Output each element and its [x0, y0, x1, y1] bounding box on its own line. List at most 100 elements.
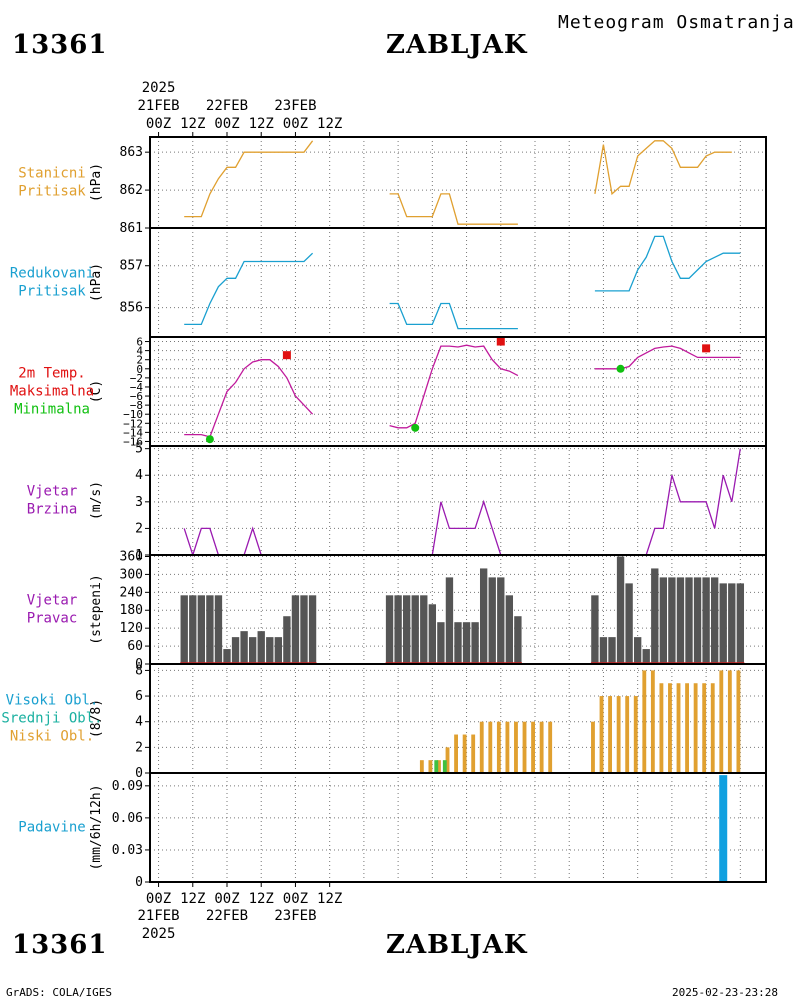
cloud-bar: [442, 760, 447, 773]
cloud-bar: [616, 696, 621, 773]
series-line: [594, 140, 732, 196]
year-label-top: 2025: [142, 80, 176, 96]
panel-frame: [149, 336, 767, 447]
panel-label: Redukovani: [10, 266, 94, 282]
cloud-bar: [496, 721, 501, 773]
y-tick-label: 1: [135, 548, 143, 563]
cloud-bar: [599, 696, 604, 773]
wind-direction-bar: [214, 595, 223, 664]
panel-label: Padavine: [18, 820, 85, 836]
max-temp-marker: [496, 337, 505, 346]
cloud-bar: [591, 721, 595, 773]
panel-label: Visoki Obl.: [6, 693, 99, 709]
wind-direction-bar: [454, 622, 462, 664]
y-tick-label: 2: [135, 521, 143, 536]
max-temp-marker: [702, 344, 711, 353]
y-tick-label: 240: [120, 585, 143, 600]
time-label-bottom: 12Z: [249, 891, 274, 907]
cloud-bar: [702, 683, 707, 773]
series-line: [183, 526, 313, 558]
wind-direction-bar: [257, 631, 265, 664]
cloud-bar: [419, 760, 424, 773]
y-tick-label: −2: [130, 372, 143, 385]
wind-direction-bar: [479, 568, 488, 664]
station-name-bottom: ZABLJAK: [386, 930, 528, 960]
wind-direction-bar: [274, 637, 283, 664]
panel-frame: [149, 227, 767, 338]
y-axis-label: (hPa): [89, 263, 104, 302]
min-temp-marker: [205, 435, 214, 444]
cloud-bar: [539, 721, 544, 773]
wind-direction-bar: [488, 577, 496, 664]
series-line: [594, 235, 741, 292]
y-tick-label: 0: [136, 363, 143, 376]
cloud-bar: [693, 683, 698, 773]
y-axis-label: (hPa): [89, 163, 104, 202]
wind-direction-bar: [659, 577, 668, 664]
panel-label: Brzina: [27, 502, 78, 518]
cloud-bar: [522, 721, 527, 773]
y-axis-label: (8/8): [89, 699, 104, 738]
time-label-top: 12Z: [249, 116, 274, 132]
y-tick-label: 4: [136, 345, 143, 358]
y-tick-label: 2: [135, 740, 143, 755]
wind-direction-bar: [206, 595, 214, 664]
station-name-top: ZABLJAK: [386, 30, 528, 60]
wind-direction-bar: [625, 583, 633, 664]
cloud-bar: [454, 734, 458, 773]
date-label-top: 21FEB: [137, 98, 179, 114]
y-tick-label: 180: [120, 603, 143, 618]
station-id-top: 13361: [12, 30, 108, 60]
cloud-bar: [514, 721, 518, 773]
wind-direction-bar: [693, 577, 702, 664]
wind-direction-bar: [608, 637, 616, 664]
series-line: [594, 448, 741, 556]
wind-direction-bar: [719, 583, 727, 664]
cloud-bar: [668, 683, 672, 773]
wind-direction-bar: [308, 595, 317, 664]
min-temp-marker: [411, 423, 420, 432]
y-axis-label: (m/s): [89, 481, 104, 520]
meteogram-title: Meteogram Osmatranja: [558, 12, 795, 33]
cloud-bar: [625, 696, 630, 773]
cloud-bar: [727, 670, 732, 773]
wind-direction-bar: [428, 604, 437, 664]
wind-direction-bar: [616, 556, 625, 664]
y-tick-label: −10: [123, 408, 143, 421]
wind-direction-bar: [394, 595, 402, 664]
y-tick-label: 0.06: [112, 811, 143, 826]
wind-direction-bar: [189, 595, 197, 664]
time-label-bottom: 00Z: [214, 891, 239, 907]
wind-direction-bar: [642, 649, 650, 664]
date-label-top: 23FEB: [274, 98, 316, 114]
date-label-bottom: 23FEB: [274, 908, 316, 924]
time-label-top: 12Z: [317, 116, 342, 132]
cloud-bar: [445, 747, 450, 773]
wind-direction-bar: [240, 631, 248, 664]
wind-direction-bar: [471, 622, 479, 664]
cloud-bar: [659, 683, 664, 773]
wind-direction-bar: [445, 577, 454, 664]
y-tick-label: −16: [123, 435, 143, 448]
y-axis-label: (C): [89, 380, 104, 403]
wind-direction-bar: [497, 577, 505, 664]
wind-direction-bar: [710, 577, 719, 664]
y-tick-label: 856: [120, 301, 143, 316]
series-line: [184, 359, 314, 438]
max-temp-marker: [282, 351, 291, 360]
wind-direction-bar: [591, 595, 599, 664]
min-temp-marker: [616, 364, 625, 373]
time-label-bottom: 00Z: [283, 891, 308, 907]
cloud-bar: [642, 670, 647, 773]
panel-label: Pravac: [27, 611, 78, 627]
cloud-bar: [505, 721, 510, 773]
y-tick-label: 3: [135, 495, 143, 510]
series-line: [389, 302, 518, 330]
cloud-bar: [633, 696, 638, 773]
wind-direction-bar: [411, 595, 419, 664]
cloud-bar: [428, 760, 433, 773]
wind-direction-bar: [685, 577, 693, 664]
panel-label: Maksimalna: [10, 384, 94, 400]
series-line: [184, 252, 314, 326]
